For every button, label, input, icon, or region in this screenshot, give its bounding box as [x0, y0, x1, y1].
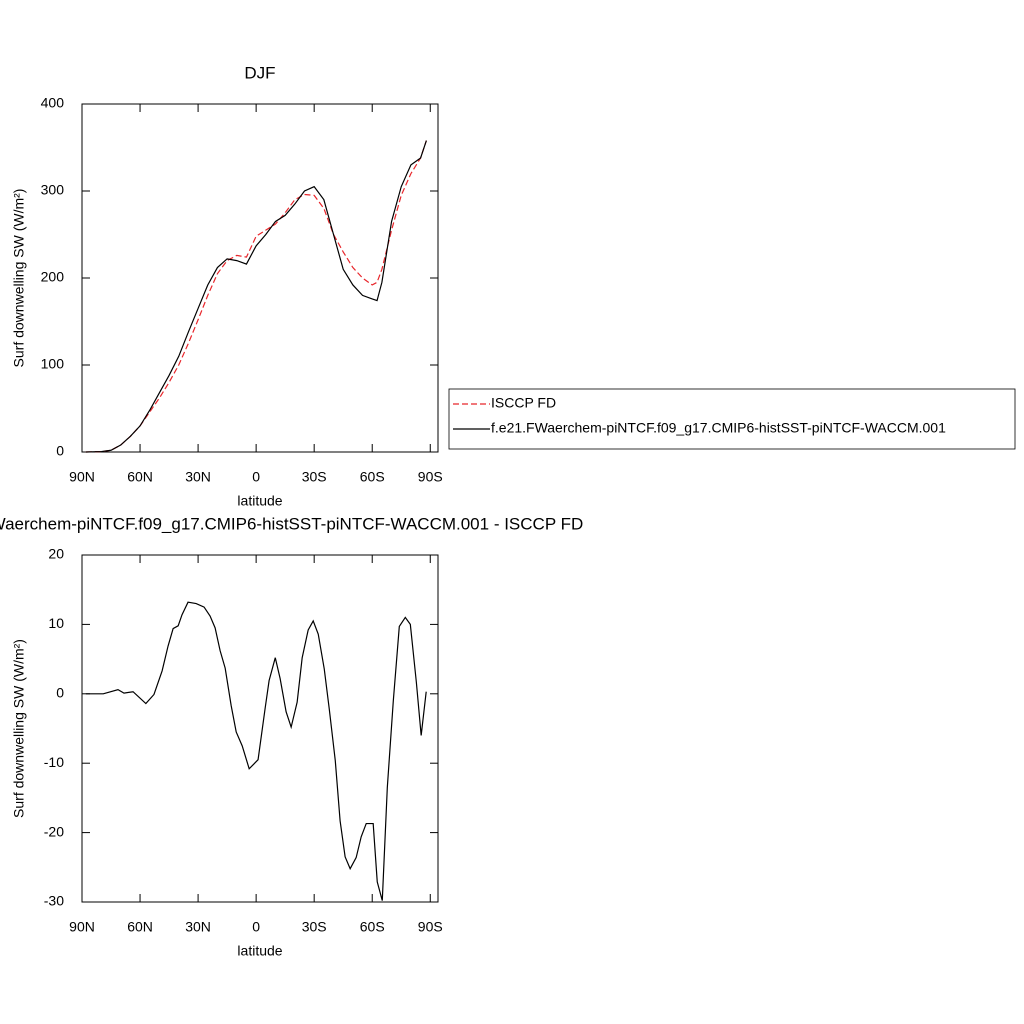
y-tick-label: 0	[56, 443, 64, 459]
y-tick-label: -10	[44, 754, 64, 770]
x-tick-label: 60N	[127, 919, 153, 935]
y-axis-label: Surf downwelling SW (W/m²)	[11, 189, 27, 368]
y-tick-label: 400	[41, 95, 65, 111]
legend-box	[448, 388, 1016, 450]
y-tick-label: 0	[56, 685, 64, 701]
x-tick-label: 60S	[360, 919, 385, 935]
y-tick-label: 20	[48, 546, 64, 562]
x-tick-label: 30N	[185, 919, 211, 935]
data-line	[85, 601, 427, 901]
y-tick-label: 100	[41, 356, 65, 372]
y-tick-label: 10	[48, 615, 64, 631]
x-tick-label: 90N	[69, 469, 95, 485]
x-tick-label: 0	[252, 919, 260, 935]
legend-label: f.e21.FWaerchem-piNTCF.f09_g17.CMIP6-his…	[491, 420, 946, 436]
data-line	[85, 140, 427, 453]
x-tick-label: 30S	[302, 469, 327, 485]
x-tick-label: 30N	[185, 469, 211, 485]
x-tick-label: 90N	[69, 919, 95, 935]
plot-frame	[81, 554, 439, 903]
chart-title: f.e21.FWaerchem-piNTCF.f09_g17.CMIP6-his…	[0, 514, 583, 533]
x-tick-label: 90S	[418, 919, 443, 935]
y-tick-label: -20	[44, 823, 64, 839]
legend-label: ISCCP FD	[491, 395, 556, 411]
x-tick-label: 0	[252, 469, 260, 485]
x-tick-label: 30S	[302, 919, 327, 935]
chart-title: DJF	[244, 63, 275, 82]
y-tick-label: 200	[41, 269, 65, 285]
plot-frame	[81, 103, 439, 453]
x-tick-label: 60N	[127, 469, 153, 485]
x-axis-label: latitude	[237, 493, 282, 509]
data-line	[85, 140, 427, 453]
x-tick-label: 90S	[418, 469, 443, 485]
x-tick-label: 60S	[360, 469, 385, 485]
y-tick-label: -30	[44, 893, 64, 909]
y-axis-label: Surf downwelling SW (W/m²)	[11, 639, 27, 818]
y-tick-label: 300	[41, 182, 65, 198]
x-axis-label: latitude	[237, 943, 282, 959]
